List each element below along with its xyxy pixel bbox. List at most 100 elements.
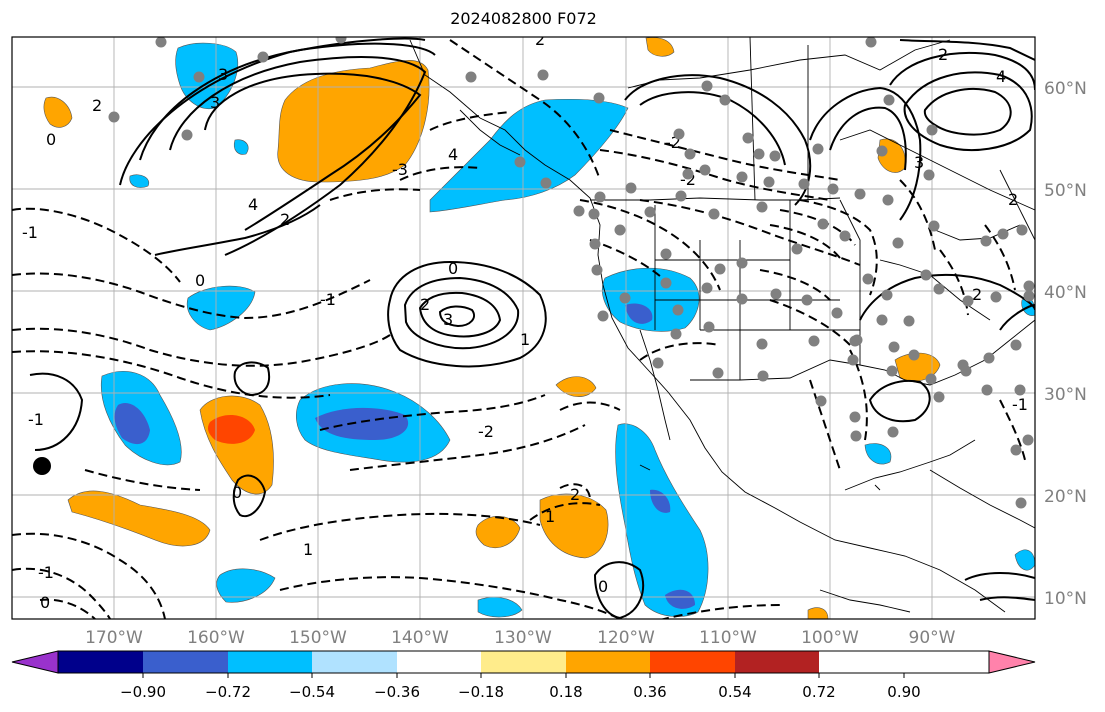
station-dot (673, 128, 685, 140)
station-dot (1016, 224, 1028, 236)
colorbar-label: −0.54 (289, 683, 335, 701)
station-dot (573, 205, 585, 217)
station-dot (839, 230, 851, 242)
contour-label: 0 (195, 271, 205, 290)
contour-label: 1 (520, 330, 530, 349)
contour-label: 2 (1008, 190, 1018, 209)
station-dot (1023, 280, 1035, 292)
contour-label: 4 (448, 145, 458, 164)
colorbar-label: 0.18 (549, 683, 582, 701)
station-dot (983, 352, 995, 364)
station-dot (957, 359, 969, 371)
colorbar: −0.90 −0.72 −0.54 −0.36 −0.18 0.18 0.36 … (11, 650, 1036, 701)
station-dot (684, 148, 696, 160)
contour-label: -2 (478, 422, 494, 441)
station-dot (625, 182, 637, 194)
station-dot (597, 310, 609, 322)
station-dot (817, 218, 829, 230)
station-dot (887, 426, 899, 438)
contour-lines-dashed (12, 39, 1026, 619)
colorbar-segment (312, 651, 397, 673)
station-dot (712, 367, 724, 379)
colorbar-segment (143, 651, 228, 673)
station-dot (981, 384, 993, 396)
contour-label: 3 (443, 310, 453, 329)
station-dot (815, 395, 827, 407)
station-dot (801, 294, 813, 306)
station-dot (876, 145, 888, 157)
station-dot (926, 124, 938, 136)
station-dot (850, 430, 862, 442)
station-dot (757, 370, 769, 382)
contour-lines (29, 37, 1035, 619)
lon-label: 140°W (391, 628, 449, 648)
station-dot (708, 208, 720, 220)
colorbar-label: 0.36 (633, 683, 666, 701)
colorbar-label: −0.72 (205, 683, 251, 701)
station-dot (675, 190, 687, 202)
station-dot (865, 37, 877, 48)
contour-label-group: 0 2 3 4 -1 0 2 3 -1 -2 -3 4 1 0 2 -1 0 -… (22, 37, 1028, 612)
station-dot (933, 391, 945, 403)
contour-label: 4 (996, 67, 1006, 86)
contour-label: -1 (1012, 395, 1028, 414)
station-dot (155, 37, 167, 48)
graticule (12, 37, 1035, 619)
lon-label: 120°W (597, 628, 655, 648)
contour-label: 3 (210, 93, 220, 112)
station-dot (588, 208, 600, 220)
station-dot (736, 171, 748, 183)
colorbar-label: −0.90 (120, 683, 166, 701)
station-dot (714, 263, 726, 275)
colorbar-segment (397, 651, 481, 673)
station-dot (514, 156, 526, 168)
contour-label: -1 (28, 410, 44, 429)
station-dot (756, 338, 768, 350)
contour-label: -1 (38, 563, 54, 582)
lon-label: 170°W (85, 628, 143, 648)
station-dot (925, 373, 937, 385)
station-dot (808, 335, 820, 347)
station-dot (933, 283, 945, 295)
station-dot (1023, 290, 1035, 302)
station-dot (928, 220, 940, 232)
station-dot (682, 168, 694, 180)
contour-label: 0 (598, 577, 608, 596)
station-dot (614, 224, 626, 236)
lat-label: 50°N (1044, 181, 1087, 201)
station-dot (908, 349, 920, 361)
contour-label: 2 (92, 96, 102, 115)
station-dot (990, 291, 1002, 303)
station-dot (923, 169, 935, 181)
station-dot (652, 357, 664, 369)
station-dot (862, 273, 874, 285)
station-dot (756, 201, 768, 213)
station-dot (257, 51, 269, 63)
colorbar-segment (58, 651, 143, 673)
station-dot (672, 304, 684, 316)
station-dot (1010, 339, 1022, 351)
station-dot (670, 328, 682, 340)
station-dot (594, 191, 606, 203)
station-dot (181, 129, 193, 141)
station-dot (753, 148, 765, 160)
lat-label: 30°N (1044, 385, 1087, 405)
station-dot (888, 341, 900, 353)
station-dot (770, 288, 782, 300)
station-dot (851, 334, 863, 346)
contour-label: 2 (972, 285, 982, 304)
station-dot (812, 143, 824, 155)
lat-label: 60°N (1044, 79, 1087, 99)
colorbar-segment (735, 651, 819, 673)
map-title: 2024082800 F072 (450, 9, 597, 28)
colorbar-label: −0.36 (374, 683, 420, 701)
station-dot (791, 243, 803, 255)
contour-label: 2 (938, 45, 948, 64)
contour-label: 0 (448, 259, 458, 278)
station-dot (699, 164, 711, 176)
station-dot (742, 132, 754, 144)
contour-label: 2 (280, 210, 290, 229)
station-dot (1015, 497, 1027, 509)
contour-label: 1 (303, 540, 313, 559)
contour-label: 2 (420, 295, 430, 314)
